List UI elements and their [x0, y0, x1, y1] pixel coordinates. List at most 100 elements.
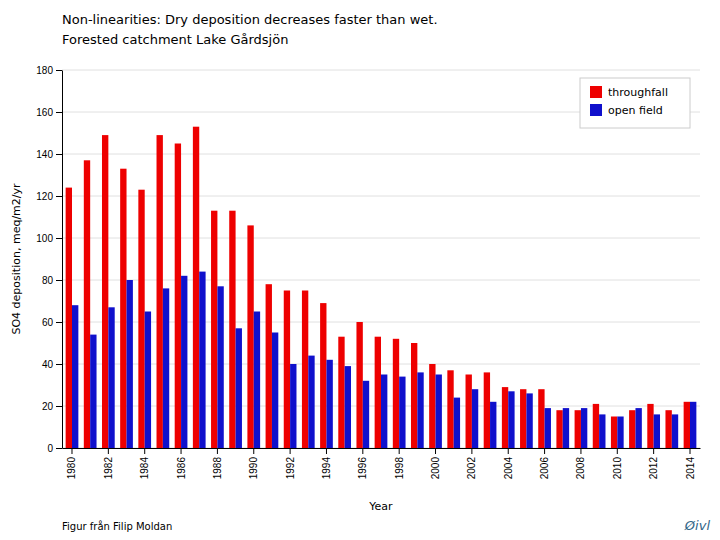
bar [411, 343, 417, 448]
logo-text: Øivl [684, 518, 711, 533]
x-tick-mark [399, 448, 400, 454]
bar-series [72, 272, 696, 448]
bar [302, 291, 308, 449]
y-tick: 180 [36, 65, 62, 76]
x-tick: 2010 [612, 448, 623, 479]
bar [145, 312, 151, 449]
x-tick: 2012 [648, 448, 659, 479]
bar [338, 337, 344, 448]
x-tick: 2002 [466, 448, 477, 479]
x-tick-mark [435, 448, 436, 454]
y-tick: 40 [42, 359, 62, 370]
y-tick-mark [56, 112, 62, 113]
x-tick-label: 2002 [466, 457, 477, 480]
y-tick-label: 0 [47, 443, 53, 454]
bar [175, 144, 181, 449]
bar [66, 188, 72, 448]
x-tick: 1980 [66, 448, 77, 479]
y-tick-label: 120 [36, 191, 53, 202]
y-tick: 100 [36, 233, 62, 244]
x-tick: 2008 [575, 448, 586, 479]
x-tick: 1998 [394, 448, 405, 479]
x-tick-mark [181, 448, 182, 454]
x-tick-mark [71, 448, 72, 454]
bar [399, 377, 405, 448]
legend-swatch [590, 104, 602, 116]
x-axis-title: Year [368, 500, 393, 513]
y-tick-label: 20 [42, 401, 54, 412]
y-tick-mark [56, 196, 62, 197]
x-tick-mark [144, 448, 145, 454]
x-tick-label: 2014 [685, 457, 696, 480]
bar [254, 312, 260, 449]
y-tick-label: 60 [42, 317, 54, 328]
bar [520, 389, 526, 448]
grid [62, 70, 700, 448]
bar [290, 364, 296, 448]
grid-line [62, 70, 700, 71]
bar [108, 307, 114, 448]
bar [90, 335, 96, 448]
bar [447, 370, 453, 448]
bar [484, 372, 490, 448]
bar [326, 360, 332, 448]
y-axis: 020406080100120140160180 [36, 65, 62, 454]
bar [635, 408, 641, 448]
x-tick: 1992 [285, 448, 296, 479]
x-tick: 2004 [503, 448, 514, 479]
x-tick: 1986 [176, 448, 187, 479]
x-tick-label: 2006 [539, 457, 550, 480]
x-tick-mark [108, 448, 109, 454]
x-tick: 2006 [539, 448, 550, 479]
legend-label: open field [608, 104, 663, 117]
bar [356, 322, 362, 448]
bar [381, 375, 387, 449]
legend-item: throughfall [590, 86, 668, 99]
legend-swatch [590, 86, 602, 98]
bar [308, 356, 314, 448]
x-tick-mark [362, 448, 363, 454]
x-tick-label: 1994 [321, 457, 332, 480]
legend-item: open field [590, 104, 663, 117]
bar [617, 417, 623, 449]
y-tick-mark [56, 280, 62, 281]
x-tick-label: 2000 [430, 457, 441, 480]
y-tick-mark [56, 238, 62, 239]
x-tick-mark [290, 448, 291, 454]
bar [363, 381, 369, 448]
chart: 0204060801001201401601801980198219841986… [0, 0, 720, 540]
x-tick-mark [471, 448, 472, 454]
bar [217, 286, 223, 448]
y-tick-label: 180 [36, 65, 53, 76]
x-tick-label: 2008 [575, 457, 586, 480]
y-axis-title: SO4 deposition, meq/m2/yr [10, 183, 23, 335]
bar [593, 404, 599, 448]
bars [66, 127, 697, 448]
bar [157, 135, 163, 448]
bar [654, 414, 660, 448]
bar [181, 276, 187, 448]
bar [575, 410, 581, 448]
bar [490, 402, 496, 448]
bar [236, 328, 242, 448]
bar [138, 190, 144, 448]
bar [556, 410, 562, 448]
x-tick-label: 1990 [248, 457, 259, 480]
bar [72, 305, 78, 448]
bar [102, 135, 108, 448]
bar [229, 211, 235, 448]
y-tick-mark [56, 322, 62, 323]
footer: Figur från Filip Moldan [62, 520, 172, 532]
title: Non-linearities: Dry deposition decrease… [62, 12, 438, 27]
x-tick-label: 2010 [612, 457, 623, 480]
bar [599, 414, 605, 448]
x-axis: 1980198219841986198819901992199419961998… [63, 448, 701, 479]
y-tick-mark [56, 70, 62, 71]
bar [199, 272, 205, 448]
x-tick-label: 1986 [176, 457, 187, 480]
plot: 0204060801001201401601801980198219841986… [36, 65, 700, 480]
bar [563, 408, 569, 448]
bar [120, 169, 126, 448]
x-tick-mark [580, 448, 581, 454]
bar [611, 417, 617, 449]
